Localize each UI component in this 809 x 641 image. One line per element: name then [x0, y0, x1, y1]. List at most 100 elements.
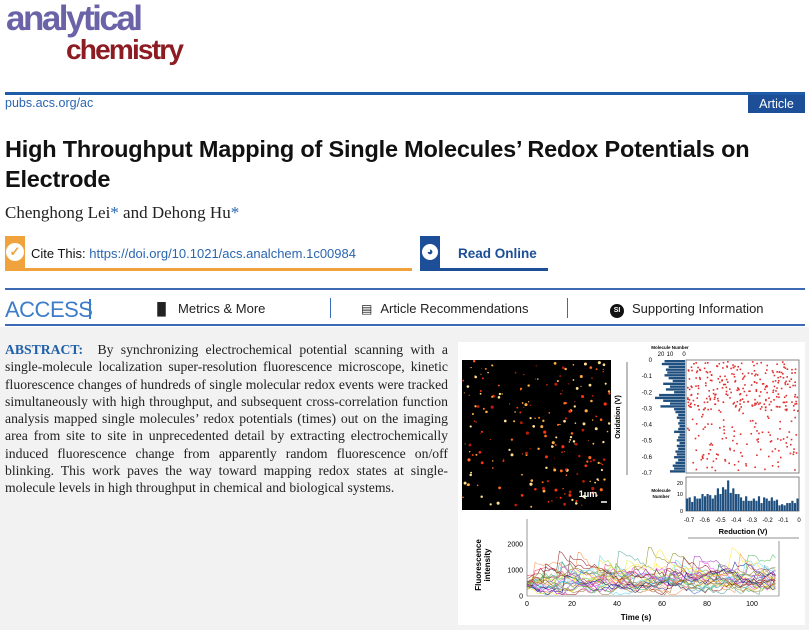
cite-this-box[interactable]: ✓ Cite This: https://doi.org/10.1021/acs… [5, 236, 412, 271]
fluorescence-spot [597, 461, 600, 465]
scatter-dot [792, 384, 794, 387]
tab-article-recommendations[interactable]: ▤ Article Recommendations [361, 301, 528, 316]
scatter-dot [741, 378, 744, 380]
fluorescence-spot [576, 473, 579, 476]
fluorescence-spot [519, 389, 521, 391]
scatter-dot [736, 400, 739, 403]
scatter-dot [764, 386, 767, 388]
fluorescence-spot [568, 383, 570, 385]
scatter-dot [692, 399, 695, 402]
histogram-bar [679, 424, 685, 428]
scatter-dot [768, 397, 770, 399]
fluorescence-spot [602, 371, 604, 373]
scatter-dot [711, 379, 713, 382]
trace-y-tick: 1000 [507, 567, 523, 574]
reduction-tick-label: -0.1 [778, 518, 789, 524]
histogram-bar [670, 385, 685, 388]
reduction-tick-label: -0.2 [762, 518, 773, 524]
scatter-dot [740, 362, 743, 365]
histogram-bar [752, 498, 755, 511]
fluorescence-spot [464, 443, 466, 445]
fluorescence-spot [544, 434, 547, 438]
scatter-dot [718, 381, 721, 384]
fluorescence-spot [521, 402, 524, 404]
scatter-dot [764, 388, 766, 391]
scatter-dot [794, 371, 796, 374]
fluorescence-spot [563, 502, 567, 506]
histogram-bar [665, 388, 685, 391]
doi-link[interactable]: https://doi.org/10.1021/acs.analchem.1c0… [89, 246, 356, 261]
oxidation-tick-label: -0.2 [642, 390, 653, 396]
histogram-bar [706, 494, 709, 511]
fluorescence-spot [469, 425, 472, 428]
oxidation-axis-label: Oxidation (V) [615, 395, 622, 439]
scatter-dot [729, 397, 731, 399]
scatter-dot [746, 443, 748, 446]
fluorescence-spot [574, 401, 576, 403]
fluorescence-spot [574, 502, 578, 505]
scatter-dot [788, 431, 791, 433]
scatter-dot [725, 378, 728, 381]
fluorescence-spot [559, 375, 561, 377]
scatter-dot [724, 375, 726, 378]
scatter-dot [755, 373, 757, 376]
journal-url-link[interactable]: pubs.acs.org/ac [5, 96, 94, 110]
fluorescence-spot [575, 499, 578, 503]
fluorescence-spot [565, 468, 568, 471]
author-name[interactable]: Chenghong Lei [5, 203, 111, 222]
scatter-dot [702, 428, 705, 430]
histogram-bar [775, 499, 779, 511]
fluorescence-spot [583, 362, 587, 366]
access-bar [89, 299, 91, 319]
fluorescence-spot [491, 467, 494, 469]
scatter-dot [703, 367, 706, 370]
fluorescence-spot [548, 412, 551, 414]
scatter-dot [730, 391, 732, 394]
scatter-dot [696, 370, 699, 372]
fluorescence-spot [508, 448, 511, 451]
scatter-dot [733, 430, 736, 432]
scatter-dot [776, 387, 778, 389]
scatter-dot [738, 409, 740, 412]
trace-x-tick: 60 [658, 601, 666, 608]
fluorescence-spot [574, 422, 577, 424]
fluorescence-spot [492, 365, 494, 367]
fluorescence-spot [562, 487, 564, 490]
fluorescence-trace [526, 546, 776, 593]
scatter-dot [698, 408, 700, 411]
fluorescence-spot [600, 462, 602, 464]
scatter-dot [724, 383, 727, 386]
scatter-dot [765, 384, 768, 387]
scatter-dot [778, 379, 780, 382]
fluorescence-spot [519, 411, 522, 414]
fluorescence-spot [535, 365, 537, 367]
fluorescence-spot [591, 419, 594, 421]
fluorescence-spot [588, 456, 592, 460]
trace-x-tick: 40 [613, 601, 621, 608]
fluorescence-spot [534, 488, 537, 491]
histogram-bar [675, 450, 685, 453]
fluorescence-spot [569, 436, 573, 439]
fluorescence-spot [568, 441, 571, 443]
scatter-dot [794, 403, 796, 405]
scatter-dot [751, 405, 754, 407]
scatter-dot [795, 452, 798, 454]
scatter-dot [755, 389, 758, 391]
tab-supporting-information[interactable]: SI Supporting Information [610, 301, 764, 318]
tab-metrics-more[interactable]: ▐▌ Metrics & More [153, 301, 265, 316]
fluorescence-spot [580, 385, 582, 387]
histogram-bar [679, 441, 685, 445]
scatter-dot [697, 366, 699, 369]
author-name[interactable]: Dehong Hu [151, 203, 231, 222]
histogram-bar [676, 453, 685, 456]
histogram-bar [668, 365, 685, 369]
scatter-dot [790, 438, 793, 441]
histogram-bar [674, 467, 685, 470]
fluorescence-spot [474, 375, 478, 379]
trace-x-tick: 20 [568, 601, 576, 608]
read-online-button[interactable]: ◕ Read Online [420, 236, 548, 271]
reduction-tick-label: 0 [797, 518, 801, 524]
scatter-dot [754, 402, 756, 405]
fluorescence-trace [526, 561, 776, 595]
scatter-dot [718, 362, 721, 365]
